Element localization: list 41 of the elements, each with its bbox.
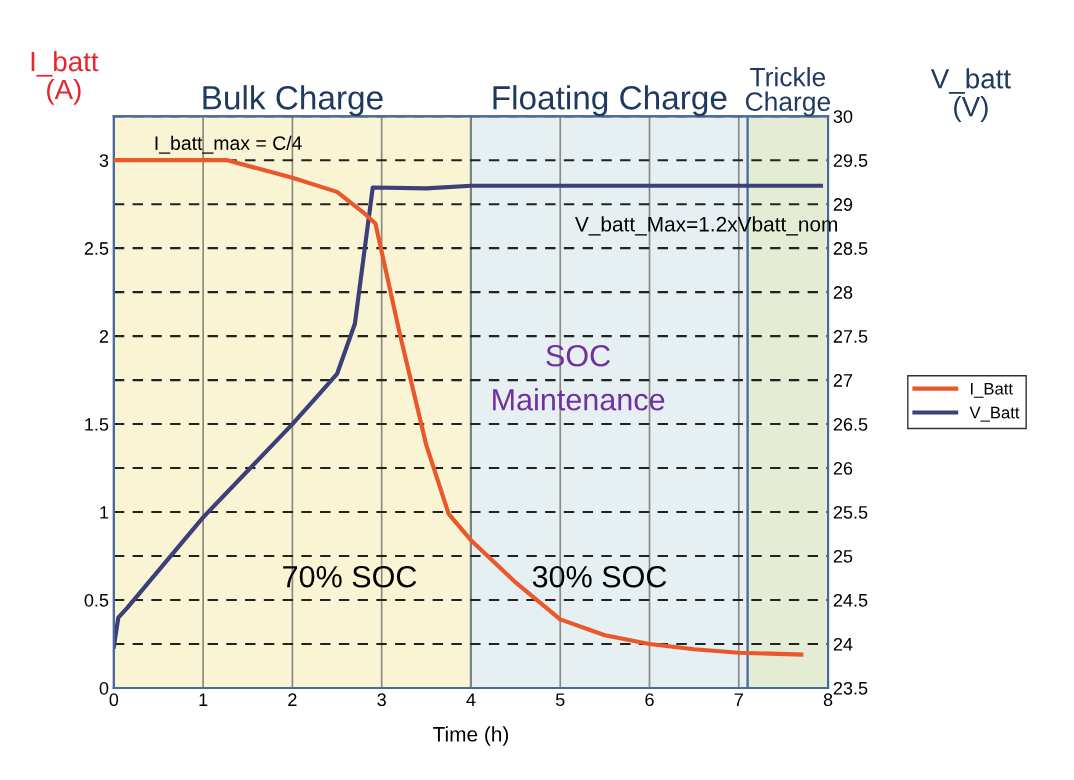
legend-label: I_Batt [971,383,1013,398]
y-tick-label: 2 [99,330,109,343]
x-axis-title: Time (h) [433,726,509,746]
y2-tick-label: 25.5 [833,505,868,519]
y2-tick-label: 26 [833,461,853,475]
y2-tick-label: 28.5 [833,242,868,255]
y2-tick-label: 27 [833,374,853,387]
y2-tick-label: 27.5 [833,330,868,343]
y2-tick-label: 24.5 [833,593,868,607]
y-tick-label: 0.5 [84,593,109,607]
x-tick-label: 4 [466,693,476,706]
y2-axis-title: V_batt (V) [930,68,1011,122]
y2-tick-label: 28 [833,286,853,299]
y2-tick-label: 26.5 [833,418,868,431]
y2-tick-label: 24 [833,637,853,651]
y2-tick-label: 29.5 [833,154,868,167]
x-tick-label: 2 [288,693,297,706]
legend-label: V_Batt [969,406,1020,422]
x-tick-label: 6 [645,693,654,707]
x-tick-label: 0 [109,693,119,707]
y-tick-label: 1 [100,506,109,519]
x-tick-label: 7 [734,693,743,706]
x-tick-label: 8 [823,693,833,707]
band-label: Bulk Charge [203,85,383,117]
y-tick-label: 0 [99,681,109,695]
x-tick-label: 1 [199,693,208,706]
annotation: 70% SOC [283,565,417,588]
y-axis-title: I_batt (A) [31,50,99,105]
y2-tick-label: 29 [833,198,853,211]
y2-tick-label: 23.5 [833,681,868,695]
y-tick-label: 2.5 [84,242,109,255]
y-tick-label: 1.5 [85,418,109,431]
x-tick-label: 3 [377,693,386,707]
y2-tick-label: 25 [833,549,853,563]
band-label: Floating Charge [493,85,727,117]
annotation: 30% SOC [532,565,667,588]
annotation: I_batt_max = C/4 [155,135,302,154]
band-label: Trickle Charge [745,67,830,117]
y2-tick-label: 30 [833,110,853,123]
x-tick-label: 5 [555,693,565,707]
y-tick-label: 3 [99,154,109,167]
